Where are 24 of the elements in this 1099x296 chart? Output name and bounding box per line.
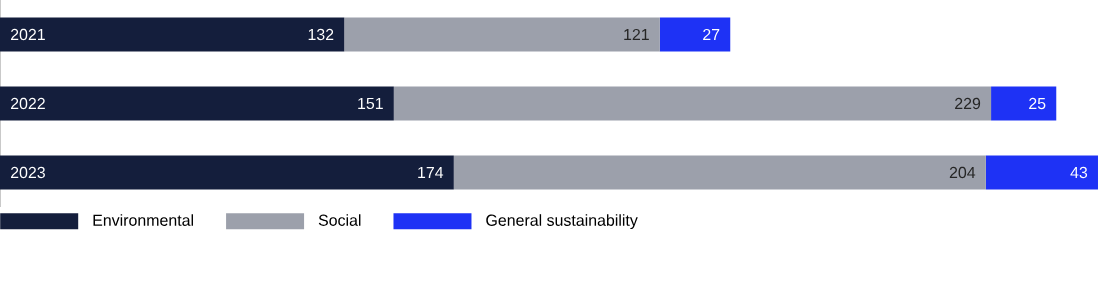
bar [0, 17, 345, 52]
bar [0, 86, 394, 121]
data-label: 121 [624, 28, 649, 41]
legend-label: Social [318, 214, 361, 226]
bar [344, 17, 660, 52]
data-label: 204 [949, 166, 976, 179]
bar [659, 17, 731, 52]
bar [0, 155, 454, 190]
y-tick-label: 2023 [11, 166, 45, 179]
data-label: 25 [1029, 97, 1046, 110]
y-tick-label: 2022 [11, 97, 45, 110]
y-tick-label: 2021 [11, 28, 45, 41]
data-label: 43 [1070, 166, 1088, 179]
data-label: 151 [358, 97, 383, 110]
bar [985, 155, 1098, 190]
legend-label: Environmental [93, 214, 193, 226]
bar [991, 86, 1057, 121]
data-label: 27 [703, 28, 720, 41]
legend-label: General sustainability [486, 214, 638, 230]
data-label: 174 [418, 167, 444, 178]
data-label: 229 [955, 97, 981, 110]
bar [393, 86, 992, 121]
bar [453, 155, 986, 190]
data-label: 132 [308, 28, 334, 41]
